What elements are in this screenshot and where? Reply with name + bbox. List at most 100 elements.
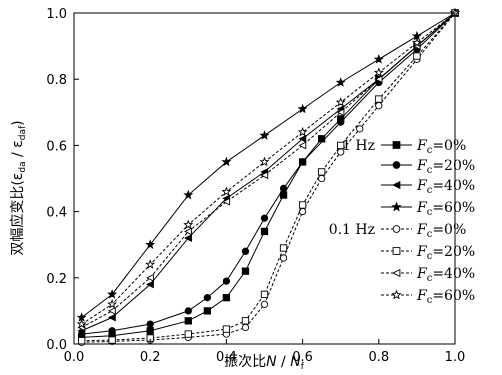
data-point (107, 289, 118, 299)
data-point (259, 156, 270, 167)
data-point (184, 227, 192, 236)
data-point (337, 118, 345, 126)
data-point (317, 174, 326, 183)
x-tick-label: 0.4 (216, 350, 237, 365)
legend-item: Fc=40% (381, 178, 475, 196)
data-point (241, 317, 250, 325)
data-point (374, 75, 383, 84)
x-axis-title-num: N (266, 354, 277, 370)
data-point (279, 244, 288, 252)
legend-var: F (416, 158, 428, 174)
legend-label: Fc=60% (416, 200, 475, 218)
y-tick-label: 0.2 (46, 272, 67, 287)
legend-sub: c (427, 229, 433, 240)
data-point (108, 336, 116, 344)
legend-var: F (416, 138, 428, 154)
legend-var: F (416, 178, 428, 194)
legend-item: Fc=20% (381, 244, 475, 262)
data-point (203, 294, 212, 302)
data-point (222, 197, 231, 206)
y-tick-label: 0.0 (46, 338, 67, 353)
data-point (356, 125, 364, 133)
data-point (184, 317, 192, 325)
data-point (298, 201, 307, 209)
legend-var: F (416, 200, 428, 216)
y-axis-title: 双幅应变比(εda / εdaf) (9, 120, 28, 255)
legend-rest: =60% (432, 288, 475, 304)
series-line (81, 12, 456, 332)
data-point (107, 313, 116, 322)
legend-group-label: 1 Hz (342, 138, 375, 154)
data-point (260, 171, 269, 180)
series-3 (76, 7, 461, 322)
x-tick-label: 0.0 (64, 350, 85, 365)
plot-frame (73, 12, 456, 345)
legend-sub: c (427, 207, 433, 218)
data-point (184, 307, 192, 315)
legend-var: F (416, 266, 428, 282)
x-tick-label: 0.6 (292, 350, 313, 365)
data-point (145, 273, 154, 282)
data-point (260, 227, 269, 236)
data-point (77, 337, 86, 345)
y-tick-label: 0.8 (46, 73, 67, 88)
data-point (222, 294, 231, 302)
x-axis-title-prefix: 振次比 (224, 354, 266, 370)
data-point (413, 52, 421, 60)
data-point (183, 189, 194, 200)
data-point (221, 156, 232, 167)
data-point (279, 254, 288, 262)
y-axis-title-sub2: daf (18, 125, 28, 140)
data-point (222, 277, 231, 285)
data-point (241, 267, 250, 275)
data-point (375, 95, 383, 103)
plot-area (76, 7, 461, 346)
data-point (241, 247, 250, 255)
data-point (260, 300, 269, 308)
x-tick-label: 0.8 (368, 350, 389, 365)
data-point (279, 184, 288, 193)
legend-rest: =20% (432, 244, 475, 260)
y-axis-title-sub1: da (18, 161, 28, 172)
legend-item: Fc=40% (381, 266, 475, 284)
series-line (81, 12, 456, 342)
legend-label: Fc=0% (416, 222, 466, 240)
data-point (146, 320, 154, 328)
legend-label: Fc=40% (416, 178, 475, 196)
series-line (81, 12, 456, 343)
y-axis-title-end: ) (10, 120, 26, 125)
x-tick-label: 0.2 (140, 350, 161, 365)
legend-rest: =40% (432, 266, 475, 282)
legend-rest: =0% (432, 222, 466, 238)
legend-item: Fc=0% (381, 222, 466, 240)
legend-sub: c (427, 165, 433, 176)
data-point (373, 54, 384, 64)
x-tick-label: 1.0 (445, 350, 466, 365)
ticks: 0.0 0.2 0.4 0.6 0.8 1.0 0.0 0.2 0.4 0.6 0.8 1.0 (46, 7, 465, 365)
series-line (81, 12, 456, 335)
data-point (107, 306, 116, 315)
legend-marker (391, 289, 402, 300)
legend-rest: =60% (432, 200, 475, 216)
data-point (222, 325, 231, 333)
data-point (297, 126, 308, 137)
legend-item: Fc=60% (381, 288, 475, 306)
data-point (184, 234, 192, 243)
legend-marker (392, 225, 401, 233)
data-point (145, 239, 156, 249)
data-point (145, 280, 154, 289)
data-point (335, 97, 346, 107)
data-point (107, 298, 118, 309)
legend-sub: c (427, 295, 433, 306)
y-axis-title-mid: / ε (10, 140, 26, 161)
x-axis-title: 振次比N / Nf (224, 354, 305, 372)
legend-marker (391, 201, 402, 212)
legend: 1 Hz0.1 HzFc=0%Fc=20%Fc=40%Fc=60%Fc=0%Fc… (329, 138, 476, 306)
legend-label: Fc=40% (416, 266, 475, 284)
data-point (241, 323, 250, 332)
data-point (297, 103, 308, 114)
legend-rest: =40% (432, 178, 475, 194)
data-point (335, 77, 346, 87)
data-point (337, 141, 345, 150)
legend-rest: =0% (432, 138, 466, 154)
